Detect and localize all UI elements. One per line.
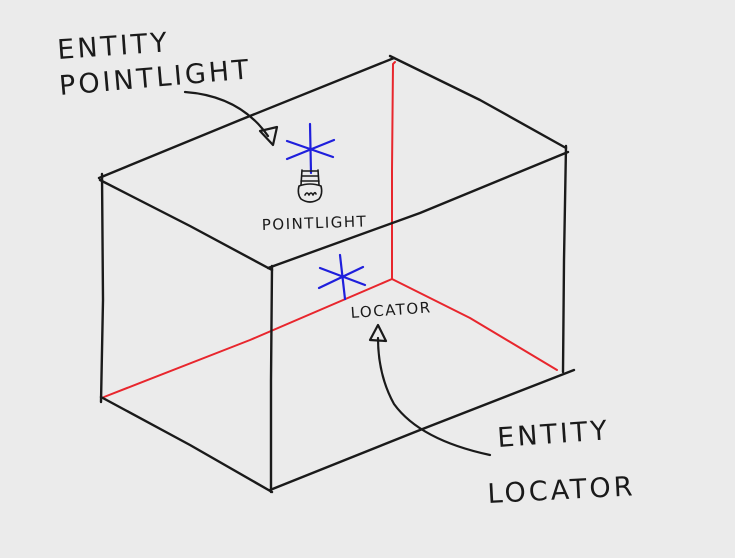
box-outline <box>97 54 576 494</box>
bottom-front-left-edge <box>99 395 274 494</box>
bottom-front-right-edge <box>268 368 576 492</box>
back-right-floor-axis <box>391 278 558 371</box>
arrows <box>183 90 492 457</box>
locator-tag: LOCATOR <box>350 298 432 322</box>
back-vertical-axis <box>391 61 396 280</box>
pointlight-marker <box>285 122 336 175</box>
pointlight-tag: POINTLIGHT <box>262 212 368 234</box>
top-front-right-edge <box>266 150 570 270</box>
back-left-floor-axis <box>103 278 393 398</box>
locator-marker <box>317 253 367 301</box>
asterisk-icon <box>317 253 367 301</box>
left-vertical-edge <box>99 172 105 404</box>
pointlight-arrowhead <box>258 125 279 147</box>
top-back-right-edge <box>388 54 568 150</box>
front-vertical-edge <box>269 264 274 494</box>
pointlight-arrow <box>183 90 270 138</box>
asterisk-icon <box>285 122 336 175</box>
locator-arrowhead <box>368 323 388 343</box>
right-vertical-edge <box>561 144 568 374</box>
locator-callout-line1: ENTITY <box>496 415 611 454</box>
locator-arrow <box>376 336 492 457</box>
top-front-left-edge <box>98 178 274 272</box>
locator-callout-line2: LOCATOR <box>487 471 636 510</box>
top-back-left-edge <box>97 56 396 180</box>
lightbulb-icon <box>297 169 323 203</box>
pointlight-callout-line1: ENTITY <box>56 27 171 66</box>
